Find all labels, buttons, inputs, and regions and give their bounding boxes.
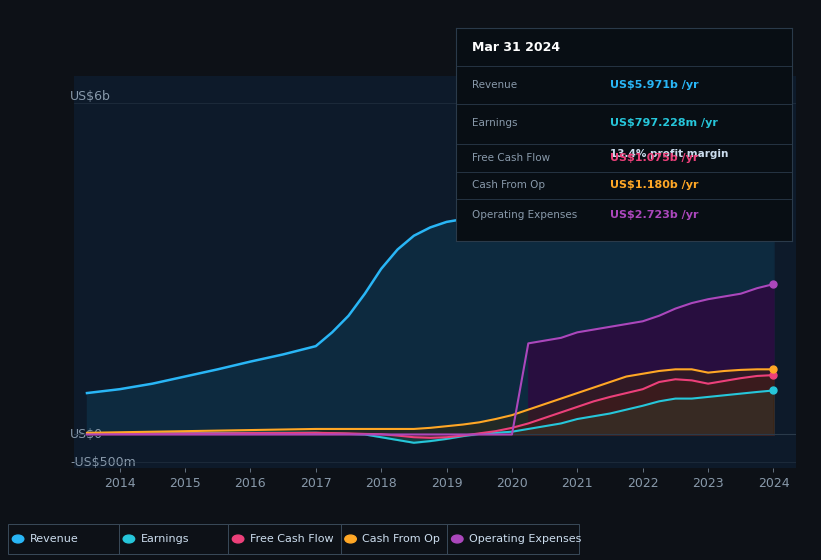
Text: US$0: US$0 bbox=[71, 428, 103, 441]
Text: US$1.075b /yr: US$1.075b /yr bbox=[611, 153, 699, 163]
Text: Mar 31 2024: Mar 31 2024 bbox=[473, 41, 561, 54]
Text: Revenue: Revenue bbox=[30, 534, 78, 544]
Text: US$5.971b /yr: US$5.971b /yr bbox=[611, 81, 699, 91]
Text: Earnings: Earnings bbox=[473, 118, 518, 128]
Text: 13.4% profit margin: 13.4% profit margin bbox=[611, 148, 729, 158]
Text: Earnings: Earnings bbox=[140, 534, 189, 544]
Text: Operating Expenses: Operating Expenses bbox=[469, 534, 581, 544]
Text: Cash From Op: Cash From Op bbox=[362, 534, 440, 544]
Text: US$797.228m /yr: US$797.228m /yr bbox=[611, 118, 718, 128]
Text: US$1.180b /yr: US$1.180b /yr bbox=[611, 180, 699, 190]
Text: Operating Expenses: Operating Expenses bbox=[473, 210, 578, 220]
Text: Free Cash Flow: Free Cash Flow bbox=[250, 534, 333, 544]
Text: US$6b: US$6b bbox=[71, 90, 111, 103]
Text: Free Cash Flow: Free Cash Flow bbox=[473, 153, 551, 163]
Text: Revenue: Revenue bbox=[473, 81, 517, 91]
Text: -US$500m: -US$500m bbox=[71, 456, 136, 469]
Text: US$2.723b /yr: US$2.723b /yr bbox=[611, 210, 699, 220]
Text: Cash From Op: Cash From Op bbox=[473, 180, 545, 190]
